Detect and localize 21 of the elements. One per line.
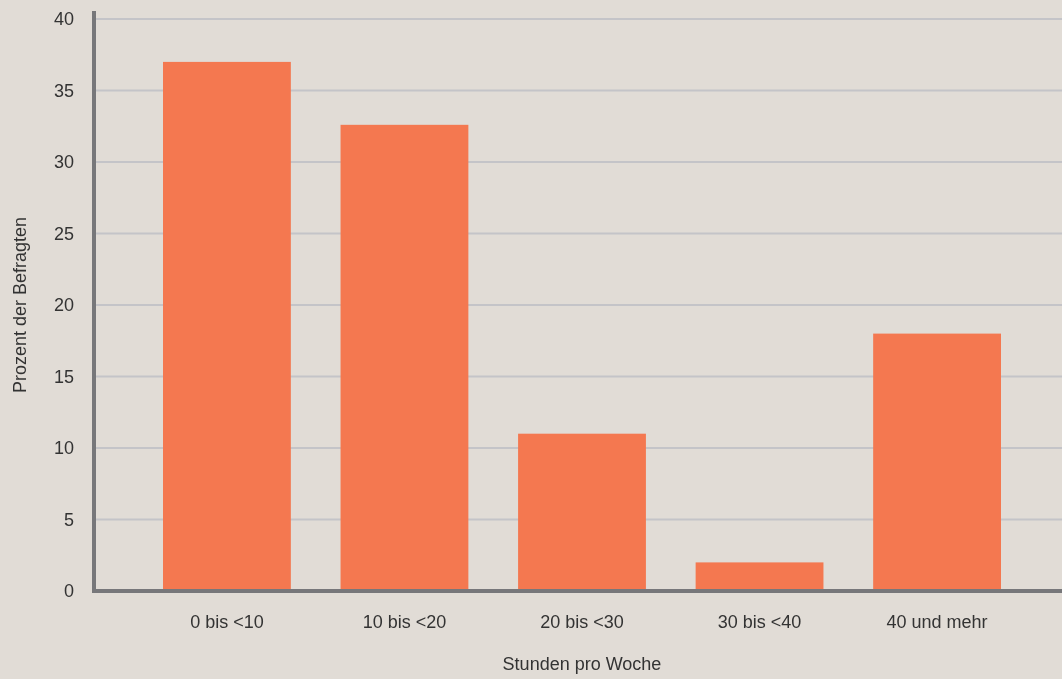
x-tick-label: 40 und mehr (886, 612, 988, 632)
x-tick-label: 10 bis <20 (362, 612, 447, 632)
y-tick-label: 10 (53, 438, 74, 459)
x-tick-label: 20 bis <30 (540, 612, 624, 632)
y-tick-label: 30 (53, 152, 74, 173)
x-tick-label: 30 bis <40 (717, 612, 802, 632)
bar (518, 433, 646, 591)
x-tick-label: 0 bis <10 (190, 612, 264, 632)
bar (695, 562, 824, 591)
y-axis-title: Prozent der Befragten (10, 216, 30, 394)
bar (163, 61, 291, 591)
bar (340, 124, 469, 591)
y-tick-label: 0 (63, 581, 74, 602)
y-tick-label: 25 (53, 223, 74, 244)
y-tick-label: 20 (53, 295, 74, 316)
y-tick-label: 35 (53, 80, 74, 101)
y-tick-label: 5 (63, 509, 74, 530)
y-tick-label: 40 (53, 9, 74, 30)
x-axis-title: Stunden pro Woche (502, 654, 662, 674)
bar (873, 333, 1001, 591)
y-tick-label: 15 (53, 366, 74, 387)
